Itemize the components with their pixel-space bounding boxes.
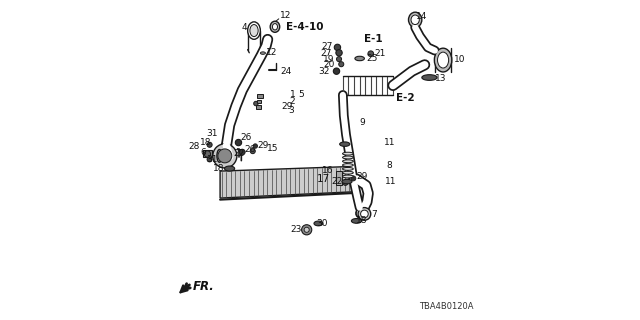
Text: 28: 28 <box>188 142 200 151</box>
Text: 31: 31 <box>206 155 218 164</box>
Circle shape <box>236 140 242 146</box>
Ellipse shape <box>342 160 353 163</box>
Text: E-1: E-1 <box>364 34 383 44</box>
Circle shape <box>301 225 312 235</box>
Text: 9: 9 <box>360 118 365 127</box>
Text: 17: 17 <box>317 174 330 184</box>
Ellipse shape <box>438 52 449 68</box>
Ellipse shape <box>355 56 364 61</box>
Circle shape <box>351 176 356 181</box>
Circle shape <box>339 62 344 67</box>
Text: 11: 11 <box>385 177 397 186</box>
Ellipse shape <box>342 175 353 178</box>
Ellipse shape <box>342 152 353 155</box>
Ellipse shape <box>270 21 280 32</box>
Bar <box>257 100 261 103</box>
Circle shape <box>304 227 309 232</box>
Circle shape <box>207 157 212 162</box>
Text: 13: 13 <box>435 74 446 83</box>
Ellipse shape <box>408 12 422 28</box>
Circle shape <box>239 149 245 155</box>
Text: 29: 29 <box>257 141 269 150</box>
Text: 25: 25 <box>366 54 378 63</box>
Bar <box>203 150 212 157</box>
Circle shape <box>250 148 255 154</box>
Ellipse shape <box>435 48 452 72</box>
Ellipse shape <box>248 22 260 39</box>
Bar <box>257 94 263 98</box>
Ellipse shape <box>422 75 437 80</box>
Text: FR.: FR. <box>193 280 214 293</box>
Ellipse shape <box>314 221 323 226</box>
Ellipse shape <box>342 171 353 174</box>
Text: TBA4B0120A: TBA4B0120A <box>419 302 474 311</box>
Circle shape <box>207 142 212 147</box>
Circle shape <box>204 151 211 157</box>
Circle shape <box>334 44 340 51</box>
Text: 26: 26 <box>241 133 252 142</box>
Text: 16: 16 <box>322 166 333 175</box>
Text: 18: 18 <box>200 138 211 147</box>
Text: 12: 12 <box>280 11 291 20</box>
Ellipse shape <box>259 51 268 56</box>
Text: 20: 20 <box>324 60 335 69</box>
Bar <box>256 105 260 108</box>
Text: 12: 12 <box>266 48 278 57</box>
Circle shape <box>368 51 374 57</box>
Ellipse shape <box>225 166 235 171</box>
Text: 2: 2 <box>289 97 294 106</box>
Text: 19: 19 <box>323 55 334 64</box>
Circle shape <box>336 50 342 56</box>
Text: 27: 27 <box>321 42 333 51</box>
Circle shape <box>218 149 232 163</box>
Circle shape <box>337 57 342 62</box>
Polygon shape <box>220 166 355 198</box>
Text: 22: 22 <box>332 177 343 186</box>
Circle shape <box>343 180 348 185</box>
Ellipse shape <box>342 167 353 170</box>
Text: 5: 5 <box>298 91 304 100</box>
Text: 1: 1 <box>290 91 296 100</box>
Text: 18: 18 <box>356 216 367 225</box>
Ellipse shape <box>342 156 353 159</box>
Text: 18: 18 <box>212 164 224 173</box>
Text: E-4-10: E-4-10 <box>285 22 323 32</box>
Circle shape <box>253 101 258 106</box>
Text: 15: 15 <box>267 144 278 153</box>
Circle shape <box>253 144 257 148</box>
Ellipse shape <box>411 15 419 25</box>
Text: 3: 3 <box>288 106 294 115</box>
Bar <box>337 172 342 185</box>
Text: 31: 31 <box>206 130 218 139</box>
Text: 29: 29 <box>282 102 292 111</box>
Ellipse shape <box>342 164 353 166</box>
Ellipse shape <box>360 210 368 218</box>
Ellipse shape <box>260 52 266 54</box>
Text: 22: 22 <box>233 149 244 158</box>
Text: 29: 29 <box>356 172 367 181</box>
Text: 11: 11 <box>385 138 396 147</box>
Text: 30: 30 <box>316 219 328 228</box>
Text: 7: 7 <box>371 210 376 219</box>
Text: 4: 4 <box>242 23 248 32</box>
Ellipse shape <box>273 24 278 30</box>
Text: 23: 23 <box>290 225 301 234</box>
Ellipse shape <box>250 25 258 36</box>
Text: 14: 14 <box>416 12 427 21</box>
Text: 26: 26 <box>244 145 256 154</box>
Ellipse shape <box>351 219 362 223</box>
Ellipse shape <box>340 142 350 146</box>
Text: 6: 6 <box>200 148 206 156</box>
Text: 24: 24 <box>280 67 292 76</box>
Ellipse shape <box>358 208 371 220</box>
Text: 32: 32 <box>319 67 330 76</box>
Circle shape <box>333 68 340 74</box>
Circle shape <box>212 144 237 168</box>
Text: 8: 8 <box>387 161 392 170</box>
Text: 21: 21 <box>374 49 386 58</box>
Text: E-2: E-2 <box>396 93 415 103</box>
Text: 10: 10 <box>454 55 465 64</box>
Text: 27: 27 <box>321 49 332 58</box>
Ellipse shape <box>342 179 352 184</box>
